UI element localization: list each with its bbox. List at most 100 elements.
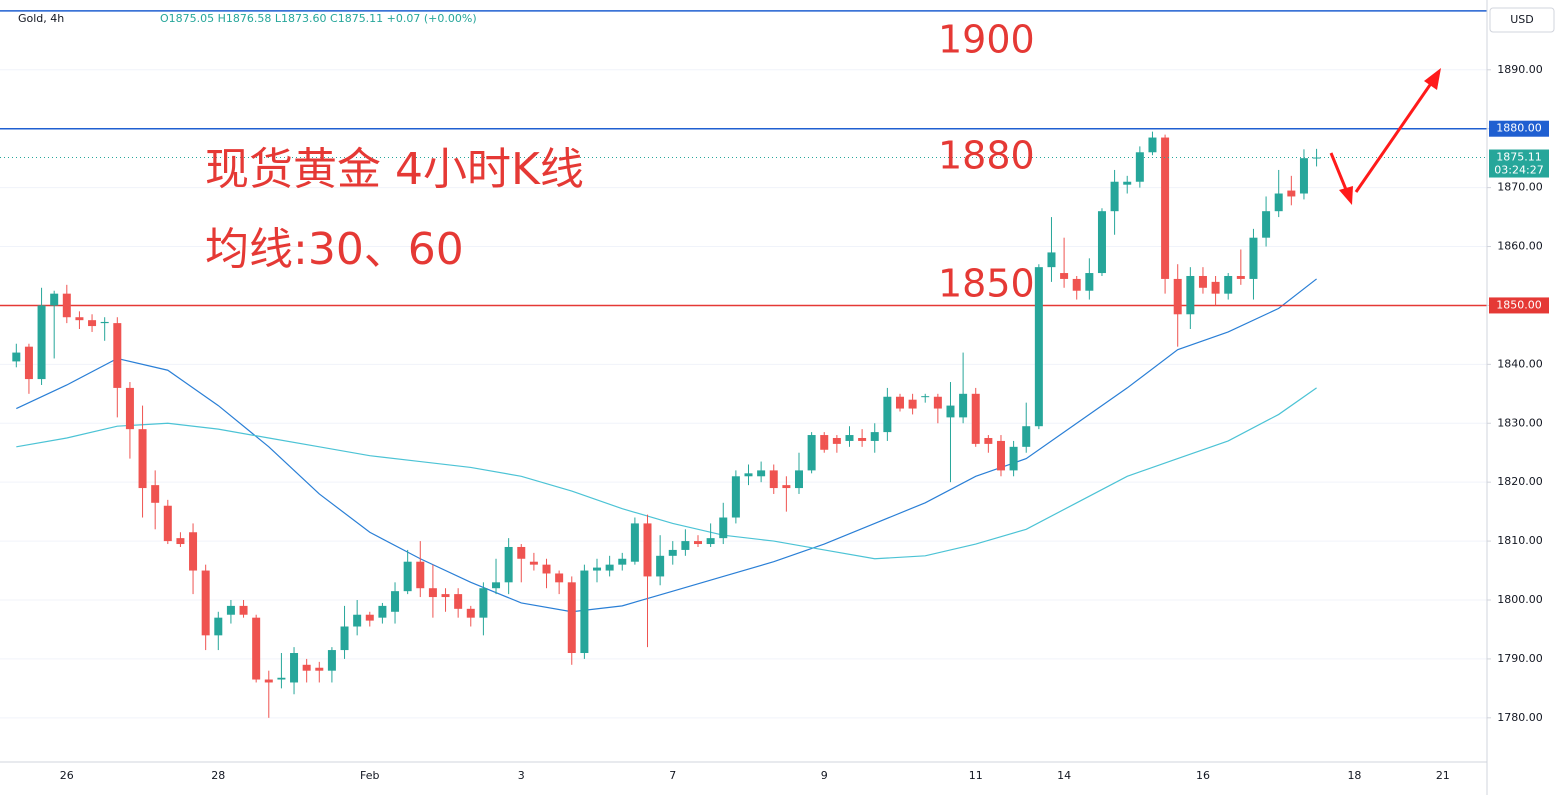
last-price-badge: [1489, 149, 1549, 178]
plot-area: [0, 10, 1487, 719]
candle-body: [1097, 211, 1106, 274]
candle-body: [567, 582, 576, 654]
candle-body: [138, 429, 147, 489]
candle-body: [403, 561, 412, 592]
candle-body: [858, 437, 867, 441]
candle-body: [391, 591, 400, 612]
y-tick-label: 1840.00: [1497, 357, 1543, 370]
candle-body: [151, 485, 160, 503]
candle-body: [870, 432, 879, 441]
candle-body: [226, 605, 235, 615]
candle-body: [113, 323, 122, 388]
candle-body: [845, 435, 854, 441]
candle-body: [946, 405, 955, 418]
candle-body: [1299, 158, 1308, 194]
candle-body: [807, 435, 816, 471]
candle-body: [694, 541, 703, 545]
currency-box[interactable]: [1489, 7, 1555, 33]
candle-body: [264, 679, 273, 683]
candle-body: [605, 564, 614, 571]
currency: USD: [1510, 13, 1534, 26]
ohlc-legend: O1875.05 H1876.58 L1873.60 C1875.11 +0.0…: [160, 12, 477, 25]
candle-body: [1274, 193, 1283, 212]
candle-body: [454, 594, 463, 609]
candle-body: [75, 317, 84, 321]
x-tick-label: 21: [1436, 769, 1450, 782]
candle-body: [731, 476, 740, 518]
candle-body: [1161, 137, 1170, 279]
candle-body: [189, 532, 198, 571]
candle-body: [1047, 252, 1056, 268]
candle-body: [1060, 273, 1069, 279]
candle-body: [1034, 267, 1043, 427]
candle-body: [580, 570, 589, 654]
candle-body: [933, 396, 942, 409]
candle-body: [479, 588, 488, 618]
x-tick-label: 7: [669, 769, 676, 782]
annotation: 1880: [938, 134, 1035, 178]
candle-body: [1085, 273, 1094, 291]
candle-body: [959, 393, 968, 418]
moving-average: [16, 278, 1317, 613]
candle-body: [883, 396, 892, 433]
candle-body: [895, 396, 904, 409]
candle-body: [769, 470, 778, 489]
arrow: [1329, 68, 1441, 205]
annotation: 1850: [938, 262, 1035, 306]
candle-body: [908, 399, 917, 409]
y-tick-label: 1800.00: [1497, 593, 1543, 606]
candle-body: [643, 523, 652, 577]
candle-body: [630, 523, 639, 562]
x-tick-label: Feb: [360, 769, 379, 782]
candle-body: [504, 546, 513, 583]
candle-body: [921, 396, 930, 398]
countdown: 03:24:27: [1494, 164, 1543, 177]
price-badge-label: 1850.00: [1496, 298, 1542, 311]
symbol: Gold, 4h: [18, 12, 64, 25]
candle-body: [302, 664, 311, 671]
candle-body: [1236, 275, 1245, 279]
x-tick-label: 28: [211, 769, 225, 782]
candle-body: [555, 573, 564, 583]
candle-body: [542, 564, 551, 574]
candle-body: [1072, 278, 1081, 291]
y-tick-label: 1870.00: [1497, 181, 1543, 194]
y-tick-label: 1890.00: [1497, 63, 1543, 76]
x-tick-label: 11: [969, 769, 983, 782]
candle-body: [327, 650, 336, 671]
x-tick-label: 16: [1196, 769, 1210, 782]
candle-body: [125, 387, 134, 430]
candle-body: [416, 561, 425, 589]
candle-body: [353, 614, 362, 627]
price-badge-label: 1880.00: [1496, 122, 1542, 135]
y-tick-label: 1780.00: [1497, 711, 1543, 724]
chart-subtitle: 均线:30、60: [205, 224, 464, 275]
candle-body: [24, 346, 33, 380]
x-tick-label: 18: [1347, 769, 1361, 782]
y-tick-label: 1810.00: [1497, 534, 1543, 547]
candle-body: [1249, 237, 1258, 279]
last-price-label: 1875.11: [1496, 151, 1542, 164]
moving-average: [16, 387, 1317, 560]
candle-body: [378, 605, 387, 618]
candle-body: [428, 588, 437, 598]
candle-body: [996, 440, 1005, 471]
x-tick-label: 14: [1057, 769, 1071, 782]
candle-body: [1022, 426, 1031, 447]
candle-body: [214, 617, 223, 636]
candle-body: [832, 437, 841, 444]
candle-body: [62, 293, 71, 318]
candle-body: [277, 677, 286, 680]
candle-body: [1287, 190, 1296, 197]
candle-body: [656, 555, 665, 577]
candle-body: [37, 305, 46, 380]
candle-body: [1123, 181, 1132, 185]
x-tick-label: 26: [60, 769, 74, 782]
candle-body: [706, 538, 715, 545]
candle-body: [163, 505, 172, 542]
candle-body: [782, 485, 791, 489]
y-tick-label: 1820.00: [1497, 475, 1543, 488]
candle-body: [1224, 275, 1233, 294]
